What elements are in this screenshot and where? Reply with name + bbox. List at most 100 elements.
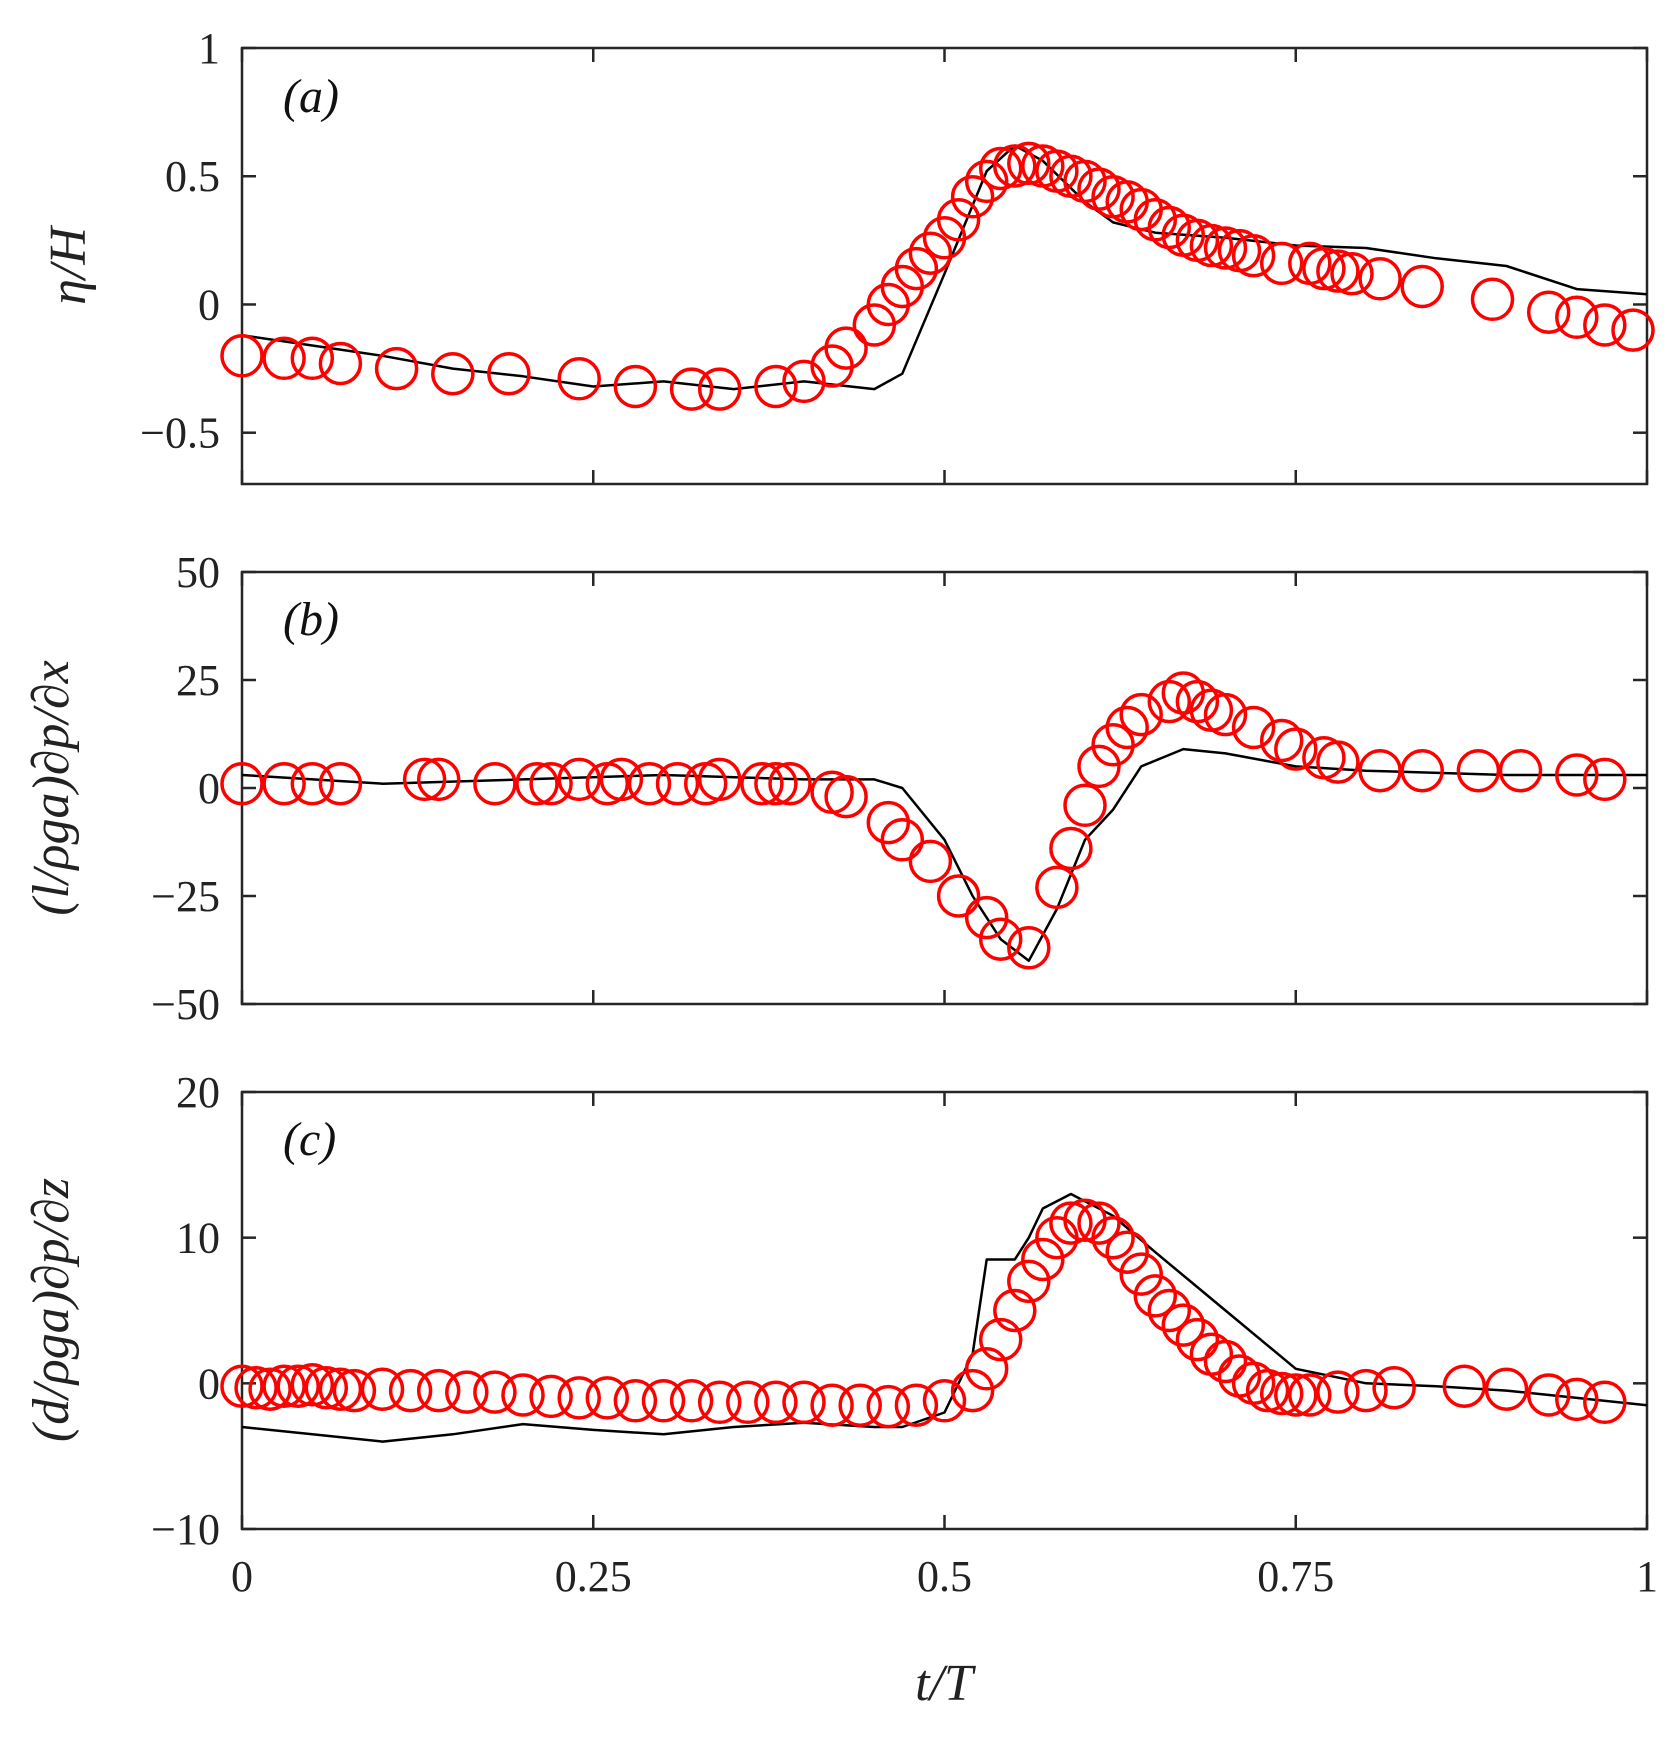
panel-b-data-point-34 [1119,692,1163,737]
panel-c-data-point-42 [1119,1252,1163,1296]
panel-c-yticks: −10 0 10 20 [151,1068,1647,1554]
panel-b-xticks [240,572,1649,1004]
panel-c-data-point-38 [1063,1198,1107,1242]
panel-b-data-point-47 [1456,748,1501,793]
panel-a-data-point-11 [754,364,798,409]
panel-b-data-point-7 [515,761,559,806]
panel-b-data-point-4 [402,757,447,802]
panel-b-yticks: −50 −25 0 25 50 [151,548,1647,1029]
panel-c-label: (c) [283,1113,336,1166]
panel-a-plot [220,141,1655,411]
panel-c-data-point-24 [782,1380,826,1425]
panel-c-ytick-label-3: 20 [176,1068,220,1117]
panel-c-data-point-13 [473,1370,517,1414]
panel-c-data-point-41 [1105,1230,1149,1274]
panel-b-ylabel: (l/ρga)∂p/∂x [23,660,80,915]
panel-a-label: (a) [283,70,339,123]
panel-b-model-line [241,747,1647,963]
panel-a-data-point-9 [669,367,714,411]
panel-a-data-point-54 [1611,308,1655,352]
panel-c-data-point-25 [810,1383,854,1427]
panel-a-data-point-50 [1470,277,1515,322]
panel-c-data-point-12 [445,1370,489,1414]
panel-b-data-point-37 [1175,679,1220,724]
panel-c-data-point-9 [360,1367,405,1411]
panel-c-data-point-16 [557,1376,601,1420]
panel-c-data-point-62 [1583,1380,1627,1425]
panel-a-data-point-3 [318,341,363,386]
panel-b-data-point-49 [1555,753,1599,797]
panel-a-data-point-24 [978,146,1023,191]
panel-c-data-point-20 [669,1379,714,1423]
panel-b-data-point-21 [866,800,911,845]
panel-c-frame [240,1090,1649,1531]
panel-b-data-point-15 [697,757,742,802]
panel-b-data-point-3 [318,761,363,806]
panel-a-data-point-22 [950,175,995,219]
panel-a-ytick-label-0: −0.5 [140,409,220,458]
panel-a-data-point-42 [1231,233,1276,278]
panel-a-ytick-label-3: 1 [198,24,220,73]
panel-c-data-point-15 [529,1374,573,1419]
panel-c-data-point-0 [220,1364,264,1408]
panel-c-data-point-55 [1316,1370,1360,1414]
panel-c-data-point-61 [1555,1377,1599,1422]
panel-c-data-point-26 [838,1383,882,1427]
panel-c-data-point-44 [1147,1288,1192,1333]
panel-c-data-point-1 [234,1365,278,1410]
panel-b-data-point-30 [1063,783,1107,828]
panel-a-data-point-49 [1400,264,1444,309]
panel-b-data-point-27 [1007,926,1051,970]
panel-a-data-point-2 [290,336,335,381]
panel-a-xticks [240,48,1649,484]
panel-c-data-point-43 [1133,1274,1178,1318]
panel-b-frame [240,570,1649,1006]
panel-c-data-point-40 [1091,1215,1135,1260]
panel-c-data-point-56 [1344,1368,1388,1413]
panel-a-yticks: −0.5 0 0.5 1 [140,24,1647,458]
panel-a-data-point-40 [1203,226,1248,270]
panel-c-data-point-11 [416,1368,461,1413]
panel-b-data-point-18 [768,761,812,806]
panel-a-data-point-7 [557,357,601,401]
panel-a-data-point-53 [1583,303,1627,347]
panel-c-data-point-30 [950,1368,995,1413]
panel-a-data-point-45 [1302,246,1346,291]
panel-c-data-point-5 [290,1363,335,1407]
panel-a-data-point-52 [1555,295,1599,340]
panel-c-data-point-45 [1161,1303,1206,1347]
panel-a-data-point-17 [880,264,925,309]
panel-a-data-point-26 [1007,141,1051,186]
panel-a-data-point-12 [782,359,826,404]
panel-a-data-point-46 [1316,249,1360,293]
panel-c-data-point-33 [993,1288,1037,1333]
panel-a-ytick-label-2: 0.5 [165,152,220,201]
panel-c-data-point-31 [964,1347,1009,1391]
panel-c-data-point-23 [754,1380,798,1425]
panel-a-data-point-4 [374,346,419,391]
panel-a: −0.5 0 0.5 1 (a) η/H [40,24,1655,486]
panel-c-data-point-39 [1077,1201,1121,1245]
panel-b-data-point-0 [220,761,264,806]
panel-a-ytick-label-1: 0 [198,280,220,329]
panel-b-label: (b) [283,593,339,646]
panel-c-data-point-57 [1372,1365,1416,1410]
panel-c-ytick-label-2: 10 [176,1214,220,1263]
panel-a-data-point-18 [894,246,939,291]
panel-b-data-point-39 [1203,692,1248,737]
panel-b: −50 −25 0 25 50 (b) (l/ρga)∂p/∂x [23,548,1649,1029]
panel-c-data-point-52 [1259,1371,1304,1416]
panel-c-data-point-51 [1245,1368,1290,1413]
panel-c-data-point-58 [1442,1364,1487,1408]
panel-b-data-point-20 [824,774,868,819]
panel-a-data-point-14 [824,326,868,370]
panel-b-data-point-1 [262,761,306,806]
panel-c-ytick-label-1: 0 [198,1359,220,1408]
panel-b-data-point-36 [1161,671,1206,715]
panel-c-xtick-label-4: 1 [1636,1552,1658,1601]
panel-b-data-point-13 [655,761,700,806]
panel-b-data-point-32 [1091,723,1135,767]
panel-a-model-line [241,144,1648,391]
